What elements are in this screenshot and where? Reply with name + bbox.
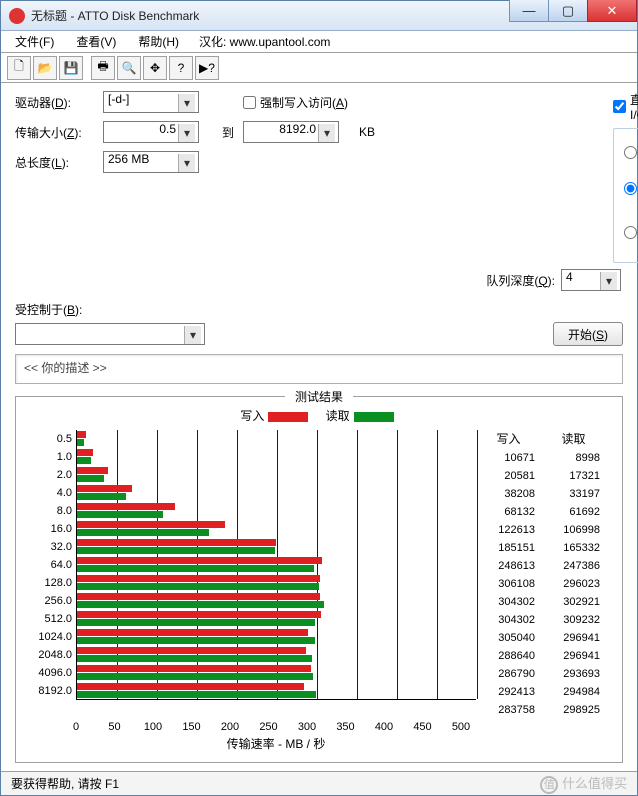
drive-select[interactable]: [-d-] — [103, 91, 199, 113]
open-icon[interactable]: 📂 — [33, 56, 57, 80]
queue-depth-select[interactable]: 4 — [561, 269, 621, 291]
read-swatch — [354, 412, 394, 422]
app-window: 无标题 - ATTO Disk Benchmark — ▢ ✕ 文件(F) 查看… — [0, 0, 638, 796]
start-button[interactable]: 开始(S) — [553, 322, 623, 346]
xfer-from-select[interactable]: 0.5 — [103, 121, 199, 143]
new-icon[interactable]: 🗋 — [7, 56, 31, 80]
queue-depth-label: 队列深度(Q): — [486, 272, 555, 289]
result-panel: 测试结果 写入 读取 0.51.02.04.08.016.032.064.012… — [15, 396, 623, 763]
values-table: 写入 读取 1067189982058117321382083319768132… — [476, 430, 606, 719]
save-icon[interactable]: 💾 — [59, 56, 83, 80]
statusbar: 要获得帮助, 请按 F1 值 值 什么值得买什么值得买 — [1, 771, 637, 795]
xfer-label: 传输大小(Z): — [15, 124, 103, 141]
neither-radio[interactable]: 两者都不(N) — [624, 208, 638, 256]
force-write-checkbox[interactable]: 强制写入访问(A) — [243, 94, 393, 111]
menu-help[interactable]: 帮助(H) — [132, 31, 185, 52]
direct-io-checkbox[interactable]: 直接 I/O(R) — [613, 91, 638, 122]
result-title: 测试结果 — [285, 388, 353, 405]
close-button[interactable]: ✕ — [587, 0, 637, 22]
controlled-select[interactable] — [15, 323, 205, 345]
chart: 0.51.02.04.08.016.032.064.0128.0256.0512… — [24, 430, 476, 719]
io-mode-group: I/O 比较(C) 交叠 I/O(O) 两者都不(N) — [613, 128, 638, 263]
content-area: 驱动器(D): [-d-] 强制写入访问(A) 传输大小(Z): 0.5 到 8… — [1, 83, 637, 771]
window-title: 无标题 - ATTO Disk Benchmark — [31, 7, 510, 24]
len-label: 总长度(L): — [15, 154, 103, 171]
move-icon[interactable]: ✥ — [143, 56, 167, 80]
context-help-icon[interactable]: ▶? — [195, 56, 219, 80]
overlap-io-radio[interactable]: 交叠 I/O(O) — [624, 173, 638, 204]
print-icon[interactable]: 🖶 — [91, 56, 115, 80]
xfer-to-select[interactable]: 8192.0 — [243, 121, 339, 143]
status-help: 要获得帮助, 请按 F1 — [11, 775, 119, 792]
maximize-button[interactable]: ▢ — [548, 0, 588, 22]
len-select[interactable]: 256 MB — [103, 151, 199, 173]
menu-view[interactable]: 查看(V) — [70, 31, 122, 52]
chart-legend: 写入 读取 — [24, 407, 614, 424]
toolbar: 🗋 📂 💾 🖶 🔍 ✥ ? ▶? — [1, 53, 637, 83]
menu-hanhua: 汉化: www.upantool.com — [199, 33, 330, 50]
x-axis-label: 传输速率 - MB / 秒 — [76, 735, 476, 752]
preview-icon[interactable]: 🔍 — [117, 56, 141, 80]
write-swatch — [268, 412, 308, 422]
help-icon[interactable]: ? — [169, 56, 193, 80]
xfer-unit: KB — [353, 125, 393, 139]
app-icon — [9, 8, 25, 24]
minimize-button[interactable]: — — [509, 0, 549, 22]
io-compare-radio[interactable]: I/O 比较(C) — [624, 135, 638, 169]
description-input[interactable]: << 你的描述 >> — [15, 354, 623, 384]
xfer-to-label: 到 — [213, 124, 243, 141]
controlled-label: 受控制于(B): — [15, 301, 82, 318]
menubar: 文件(F) 查看(V) 帮助(H) 汉化: www.upantool.com — [1, 31, 637, 53]
x-axis-ticks: 050100150200250300350400450500 — [76, 721, 476, 733]
drive-label: 驱动器(D): — [15, 94, 103, 111]
watermark: 值 值 什么值得买什么值得买 — [540, 773, 627, 794]
menu-file[interactable]: 文件(F) — [9, 31, 60, 52]
titlebar[interactable]: 无标题 - ATTO Disk Benchmark — ▢ ✕ — [1, 1, 637, 31]
